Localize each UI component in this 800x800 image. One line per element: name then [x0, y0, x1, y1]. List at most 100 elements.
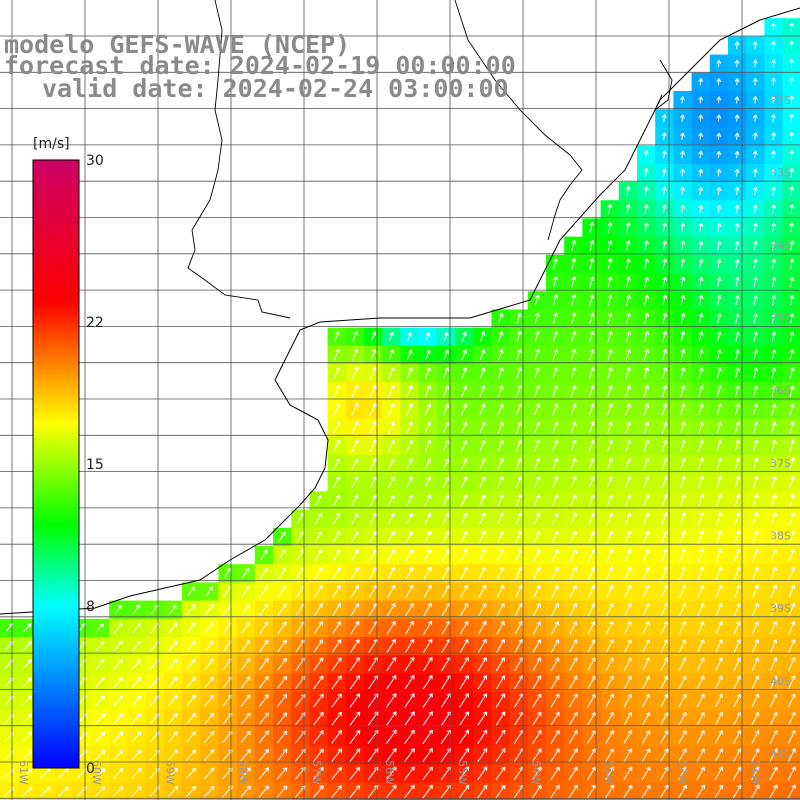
wind-arrow: [734, 240, 740, 251]
wind-arrow: [331, 711, 342, 726]
wind-arrow: [422, 711, 433, 727]
wind-arrow: [551, 602, 560, 617]
wind-arrow: [678, 621, 687, 635]
wind-arrow: [204, 749, 215, 761]
field-cell: [473, 546, 492, 565]
field-cell: [382, 364, 401, 383]
wind-arrow: [753, 331, 759, 342]
wind-arrow: [370, 331, 377, 342]
field-cell: [145, 655, 165, 674]
wind-arrow: [643, 150, 649, 159]
wind-arrow: [533, 512, 541, 525]
wind-arrow: [770, 511, 777, 526]
wind-arrow: [587, 602, 596, 617]
field-cell: [418, 455, 438, 474]
wind-arrow: [696, 766, 705, 781]
wind-arrow: [771, 240, 777, 251]
field-cell: [345, 509, 365, 529]
field-cell: [491, 618, 511, 638]
field-cell: [546, 709, 565, 729]
wind-arrow: [625, 204, 631, 215]
field-cell: [582, 600, 602, 620]
field-cell: [436, 436, 456, 456]
longitude-label: 54W: [529, 760, 542, 785]
wind-arrow: [662, 276, 668, 288]
wind-arrow: [752, 530, 759, 544]
wind-arrow: [680, 403, 686, 416]
wind-arrow: [607, 421, 613, 434]
wind-arrow: [533, 602, 541, 617]
field-cell: [582, 673, 602, 693]
wind-arrow: [406, 457, 413, 470]
field-cell: [527, 582, 547, 602]
wind-arrow: [789, 131, 795, 141]
wind-arrow: [643, 204, 649, 214]
field-cell: [418, 436, 438, 456]
field-cell: [673, 709, 693, 729]
wind-arrow: [333, 366, 341, 380]
wind-arrow: [771, 132, 776, 141]
wind-arrow: [678, 711, 687, 726]
wind-arrow: [752, 96, 758, 104]
field-cell: [746, 709, 765, 729]
field-cell: [709, 637, 729, 656]
wind-arrow: [258, 730, 270, 744]
wind-arrow: [442, 403, 450, 416]
wind-arrow: [442, 530, 450, 543]
wind-arrow: [789, 40, 795, 50]
field-cell: [145, 728, 165, 747]
wind-arrow: [131, 749, 142, 761]
field-cell: [345, 473, 365, 492]
wind-arrow: [369, 512, 377, 525]
wind-arrow: [788, 511, 796, 526]
field-cell: [564, 673, 583, 693]
field-cell: [746, 546, 765, 565]
field-cell: [400, 527, 420, 547]
field-cell: [600, 764, 620, 784]
field-cell: [546, 618, 565, 638]
field-cell: [455, 546, 474, 565]
wind-arrow: [661, 566, 668, 580]
wind-arrow: [22, 695, 33, 706]
wind-arrow: [387, 439, 395, 452]
wind-arrow: [607, 330, 613, 343]
wind-arrow: [752, 77, 758, 86]
wind-arrow: [770, 22, 776, 32]
wind-arrow: [753, 367, 759, 379]
wind-arrow: [644, 258, 649, 270]
wind-arrow: [660, 730, 669, 744]
field-cell: [491, 691, 511, 711]
field-cell: [291, 600, 310, 620]
wind-arrow: [552, 476, 559, 489]
wind-arrow: [131, 676, 142, 688]
field-cell: [527, 709, 547, 729]
wind-arrow: [331, 693, 342, 708]
wind-arrow: [22, 677, 33, 688]
field-cell: [546, 764, 565, 784]
wind-arrow: [95, 731, 106, 743]
field-cell: [455, 400, 474, 420]
wind-arrow: [497, 367, 504, 379]
wind-arrow: [477, 748, 488, 763]
wind-arrow: [204, 712, 215, 725]
wind-arrow: [550, 729, 560, 744]
wind-arrow: [461, 349, 468, 361]
field-cell: [564, 382, 583, 401]
wind-arrow: [458, 729, 470, 745]
wind-arrow: [352, 331, 359, 342]
wind-arrow: [715, 548, 723, 562]
wind-arrow: [769, 766, 778, 781]
field-cell: [273, 546, 292, 565]
field-cell: [382, 436, 401, 456]
field-cell: [400, 728, 420, 747]
field-cell: [455, 746, 474, 765]
wind-arrow: [551, 512, 559, 525]
wind-arrow: [313, 766, 324, 780]
wind-arrow: [679, 512, 686, 525]
wind-arrow: [461, 385, 468, 397]
field-cell: [709, 673, 729, 693]
field-cell: [582, 728, 602, 747]
wind-arrow: [643, 168, 649, 178]
field-cell: [582, 709, 602, 729]
field-cell: [746, 637, 765, 656]
